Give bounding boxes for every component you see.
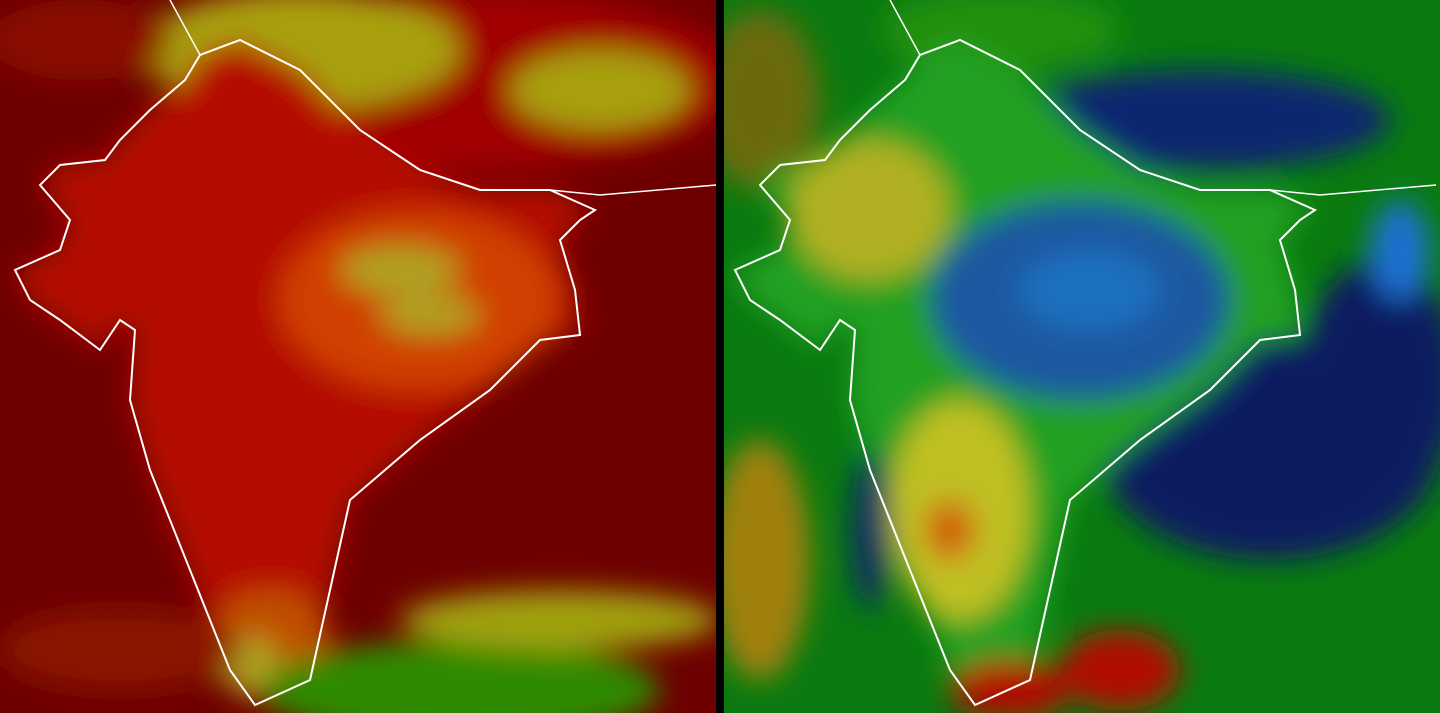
contour-fill bbox=[0, 0, 716, 713]
divider bbox=[716, 0, 724, 713]
contour-fill bbox=[724, 0, 1440, 713]
right-panel bbox=[724, 0, 1440, 713]
left-panel bbox=[0, 0, 716, 713]
